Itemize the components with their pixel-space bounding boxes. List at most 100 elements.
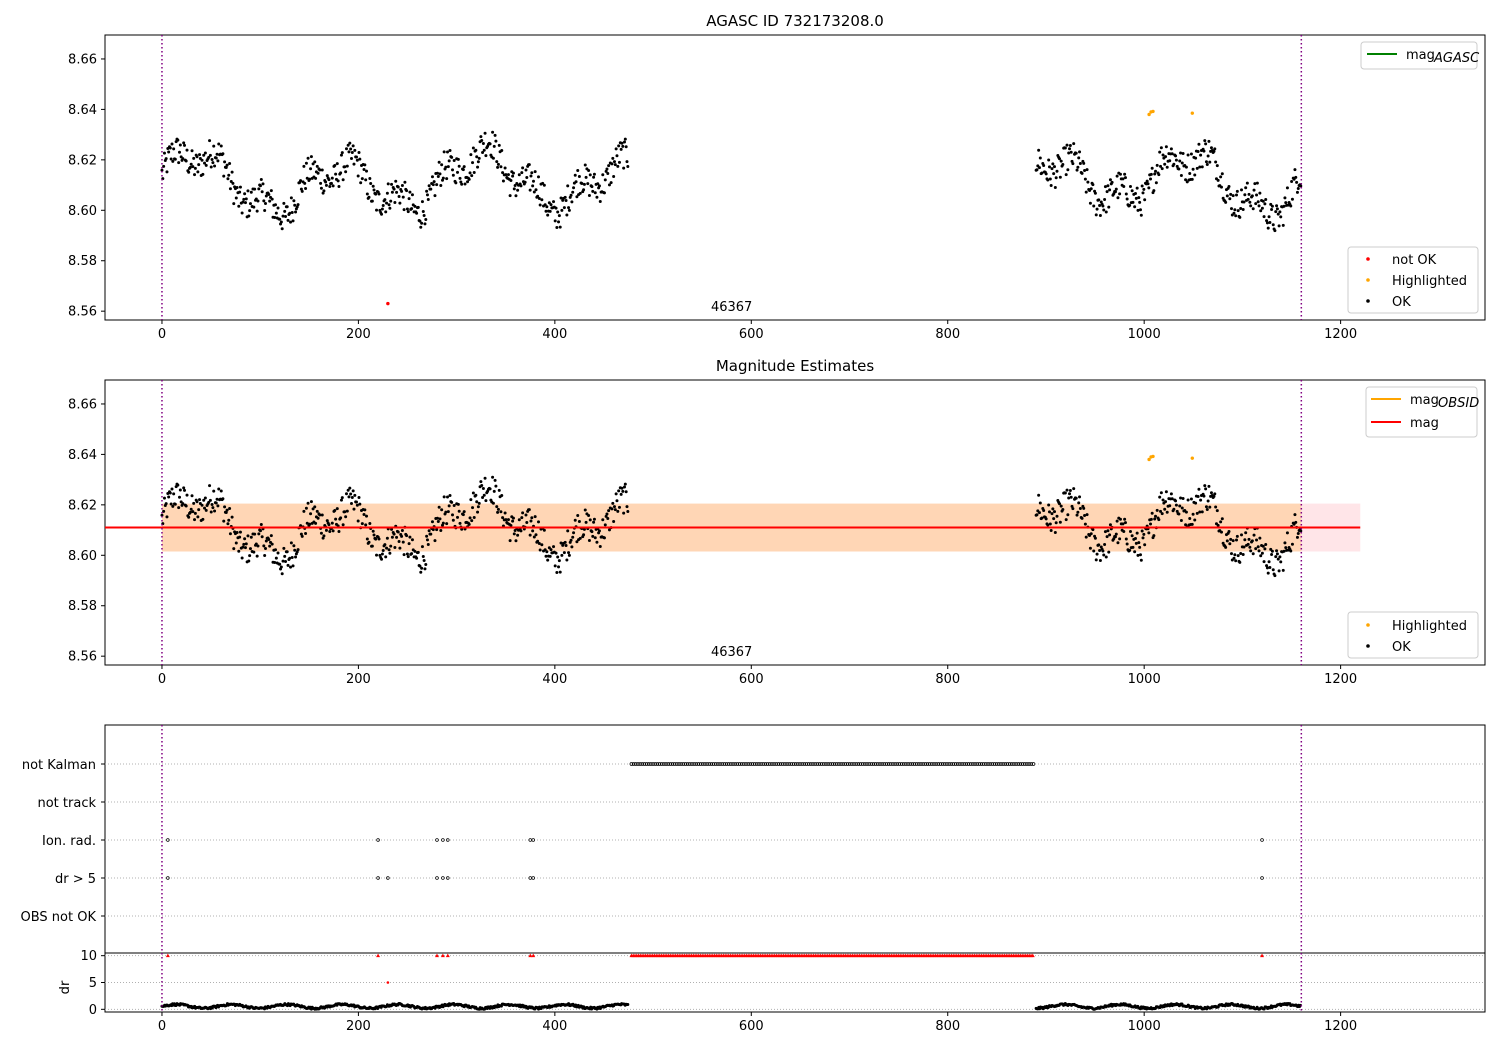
data-point (393, 200, 397, 204)
data-point (192, 156, 196, 160)
data-point (330, 176, 334, 180)
data-point (321, 536, 325, 540)
data-point (363, 508, 367, 512)
data-point (350, 495, 354, 499)
data-point (437, 505, 441, 509)
data-point (1149, 172, 1153, 176)
data-point (1103, 530, 1107, 534)
data-point (1053, 185, 1057, 189)
data-point (1250, 194, 1254, 198)
data-point (346, 143, 350, 147)
data-point (1239, 207, 1243, 211)
flag-point (824, 762, 828, 766)
data-point (1289, 204, 1293, 208)
dr-clipped-marker (445, 953, 450, 958)
flag-point (672, 762, 677, 766)
data-point (1246, 197, 1250, 201)
data-point (1236, 209, 1240, 213)
data-point (610, 162, 614, 166)
data-point (1142, 532, 1146, 536)
data-point (439, 528, 443, 532)
data-point (1080, 171, 1084, 175)
data-point (187, 170, 191, 174)
data-point (1189, 152, 1193, 156)
data-point (1205, 163, 1209, 167)
data-point (606, 517, 610, 521)
data-point (269, 189, 273, 193)
data-point (1234, 214, 1238, 218)
panel3-frame (104, 724, 1486, 954)
data-point (1133, 192, 1137, 196)
data-point (1279, 560, 1283, 564)
data-point (316, 516, 320, 520)
data-point (254, 542, 258, 546)
data-point (440, 508, 444, 512)
data-point (566, 184, 570, 188)
data-point (1049, 184, 1053, 188)
data-point (1264, 197, 1268, 201)
data-point (247, 559, 251, 563)
data-point (563, 195, 567, 199)
x-tick-label: 200 (346, 1019, 371, 1034)
data-point (448, 493, 452, 497)
flag-point (975, 762, 980, 766)
flag-point (1014, 762, 1018, 766)
data-point (592, 520, 596, 524)
data-point (1293, 168, 1297, 172)
data-point (1138, 545, 1142, 549)
data-point (431, 183, 435, 187)
data-point (178, 495, 182, 499)
data-point (325, 519, 329, 523)
data-point (388, 206, 392, 210)
data-point (1150, 166, 1154, 170)
data-point (506, 173, 510, 177)
data-point (538, 548, 542, 552)
data-point (1128, 203, 1132, 207)
data-point (601, 173, 605, 177)
data-point (370, 544, 374, 548)
data-point (1224, 200, 1228, 204)
data-point (196, 515, 200, 519)
data-point (1104, 210, 1108, 214)
dr-axis-label: dr (58, 980, 73, 994)
data-point (531, 184, 535, 188)
flag-point (741, 762, 746, 766)
data-point (1253, 182, 1257, 186)
data-point (173, 157, 177, 161)
flag-point (826, 762, 830, 766)
data-point (381, 203, 385, 207)
data-point (228, 162, 232, 166)
data-point (1180, 161, 1184, 165)
data-point (430, 175, 434, 179)
data-point (438, 517, 442, 521)
data-point (444, 165, 448, 169)
data-point (268, 544, 272, 548)
data-point (1261, 199, 1265, 203)
data-point (512, 532, 516, 536)
data-point (405, 534, 409, 538)
data-point (1232, 556, 1236, 560)
data-point (1194, 501, 1198, 505)
data-point (617, 505, 621, 509)
data-point (1242, 545, 1246, 549)
data-point (372, 188, 376, 192)
flag-point (1020, 762, 1025, 766)
flag-point (979, 762, 984, 766)
flag-point (780, 762, 785, 766)
data-point (1098, 213, 1102, 217)
flag-point (895, 762, 900, 766)
data-point (1169, 147, 1173, 151)
data-point (1206, 499, 1210, 503)
flag-point (644, 762, 649, 766)
data-point (1084, 190, 1088, 194)
data-point (484, 154, 488, 158)
data-point (501, 179, 505, 183)
flag-point (932, 762, 936, 766)
data-point (513, 184, 517, 188)
data-point (1121, 177, 1125, 181)
data-point (1281, 568, 1285, 572)
data-point (328, 530, 332, 534)
data-point (188, 510, 192, 514)
data-point (1076, 165, 1080, 169)
data-point (343, 510, 347, 514)
